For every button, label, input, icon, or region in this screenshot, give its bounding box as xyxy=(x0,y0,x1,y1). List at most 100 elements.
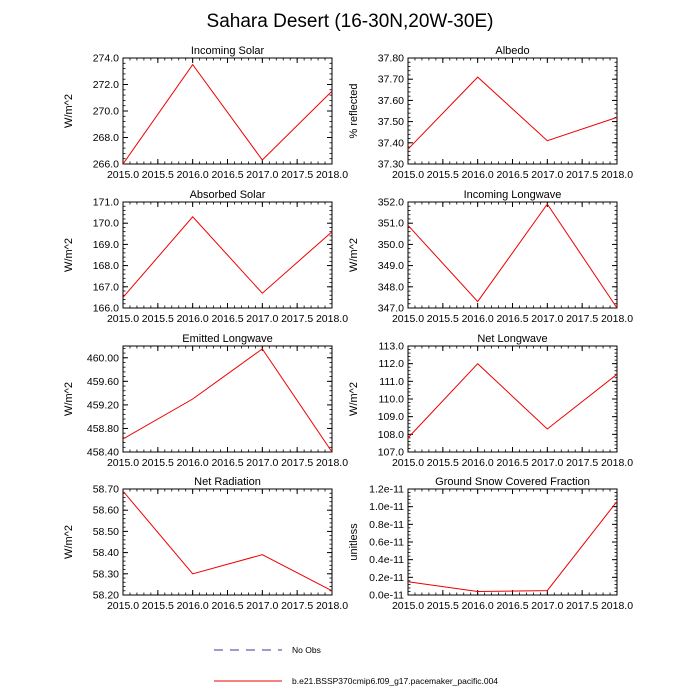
panel-net-radiation: Net Radiation W/m^2 2015.0 2015.5 2016.0 2016… xyxy=(63,476,348,612)
y-tick-label: 351.0 xyxy=(378,218,404,230)
x-tick-label: 2018.0 xyxy=(601,457,633,469)
x-tick-label: 2015.5 xyxy=(142,169,174,181)
y-tick-label: 109.0 xyxy=(378,411,404,423)
x-tick-label: 2016.0 xyxy=(177,169,209,181)
series-line xyxy=(122,63,333,165)
y-tick-label: 58.70 xyxy=(93,484,119,496)
x-tick-label: 2016.5 xyxy=(211,169,243,181)
x-tick-label: 2018.0 xyxy=(316,600,348,612)
y-axis-label: W/m^2 xyxy=(348,382,360,416)
panel-title: Ground Snow Covered Fraction xyxy=(435,476,590,488)
x-tick-label: 2016.0 xyxy=(462,457,494,469)
x-tick-label: 2017.5 xyxy=(566,457,598,469)
figure-title: Sahara Desert (16-30N,20W-30E) xyxy=(207,11,494,32)
legend: No Obs b.e21.BSSP370cmip6.f09_g17.pacema… xyxy=(214,645,498,686)
y-tick-label: 0.0e-11 xyxy=(369,590,404,602)
x-tick-label: 2016.5 xyxy=(496,457,528,469)
y-tick-label: 58.60 xyxy=(93,505,119,517)
x-tick-label: 2017.5 xyxy=(281,600,313,612)
x-tick-label: 2016.5 xyxy=(496,313,528,325)
y-tick-label: 352.0 xyxy=(378,197,404,209)
x-tick-label: 2017.5 xyxy=(281,457,313,469)
panel-ground-snow-covered-fraction: Ground Snow Covered Fraction unitless 2015… xyxy=(348,476,633,612)
series-line xyxy=(122,216,333,298)
x-tick-label: 2015.0 xyxy=(107,457,139,469)
x-tick-label: 2015.0 xyxy=(392,169,424,181)
x-tick-label: 2017.5 xyxy=(281,313,313,325)
x-tick-label: 2016.5 xyxy=(211,313,243,325)
y-tick-label: 37.60 xyxy=(378,95,404,107)
panel-title: Incoming Solar xyxy=(191,45,265,57)
y-tick-label: 274.0 xyxy=(93,53,119,65)
y-tick-label: 350.0 xyxy=(378,239,404,251)
x-tick-label: 2018.0 xyxy=(601,169,633,181)
y-tick-label: 348.0 xyxy=(378,281,404,293)
y-axis-label: W/m^2 xyxy=(63,382,75,416)
y-tick-label: 167.0 xyxy=(93,281,119,293)
x-tick-label: 2016.5 xyxy=(496,600,528,612)
y-tick-label: 0.6e-11 xyxy=(369,537,404,549)
y-tick-label: 270.0 xyxy=(93,106,119,118)
x-tick-label: 2015.5 xyxy=(427,600,459,612)
x-tick-label: 2015.5 xyxy=(427,313,459,325)
y-tick-label: 37.80 xyxy=(378,53,404,65)
y-tick-label: 0.4e-11 xyxy=(369,554,404,566)
y-tick-label: 168.0 xyxy=(93,260,119,272)
y-tick-label: 108.0 xyxy=(378,429,404,441)
y-tick-label: 166.0 xyxy=(93,303,119,315)
y-tick-label: 58.40 xyxy=(93,547,119,559)
x-tick-label: 2015.0 xyxy=(392,313,424,325)
y-tick-label: 37.50 xyxy=(378,116,404,128)
x-tick-label: 2018.0 xyxy=(601,313,633,325)
panel-title: Net Radiation xyxy=(194,476,261,488)
x-tick-label: 2016.0 xyxy=(462,313,494,325)
y-tick-label: 0.2e-11 xyxy=(369,572,404,584)
x-tick-label: 2017.5 xyxy=(566,600,598,612)
x-tick-label: 2017.0 xyxy=(246,600,278,612)
y-tick-label: 347.0 xyxy=(378,303,404,315)
x-tick-label: 2015.5 xyxy=(142,313,174,325)
x-tick-label: 2017.5 xyxy=(566,313,598,325)
y-axis-label: W/m^2 xyxy=(63,94,75,128)
x-tick-label: 2017.0 xyxy=(531,169,563,181)
y-tick-label: 272.0 xyxy=(93,79,119,91)
x-tick-label: 2015.0 xyxy=(107,600,139,612)
y-tick-label: 107.0 xyxy=(378,447,404,459)
y-tick-label: 1.0e-11 xyxy=(369,501,404,513)
y-tick-label: 460.00 xyxy=(87,352,119,364)
legend-obs-label: No Obs xyxy=(292,645,321,655)
panel-net-longwave: Net Longwave W/m^2 2015.0 2015.5 2016.0 2016.… xyxy=(348,333,633,469)
y-tick-label: 458.80 xyxy=(87,423,119,435)
y-tick-label: 171.0 xyxy=(93,197,119,209)
y-tick-label: 459.20 xyxy=(87,399,119,411)
y-tick-label: 0.8e-11 xyxy=(369,519,404,531)
x-tick-label: 2018.0 xyxy=(316,313,348,325)
x-tick-label: 2016.5 xyxy=(496,169,528,181)
x-tick-label: 2017.0 xyxy=(246,313,278,325)
x-tick-label: 2017.0 xyxy=(531,313,563,325)
panel-title: Absorbed Solar xyxy=(190,189,266,201)
panel-title: Net Longwave xyxy=(477,333,547,345)
x-tick-label: 2015.5 xyxy=(427,169,459,181)
series-line xyxy=(122,490,333,592)
x-tick-label: 2017.0 xyxy=(246,169,278,181)
series-line xyxy=(122,348,333,453)
series-line xyxy=(407,76,618,150)
panel-albedo: Albedo % reflected 2015.0 2015.5 2016.0 2016.… xyxy=(348,45,633,181)
y-tick-label: 111.0 xyxy=(379,376,404,388)
y-tick-label: 112.0 xyxy=(379,358,405,370)
x-tick-label: 2015.5 xyxy=(427,457,459,469)
panel-title: Albedo xyxy=(495,45,529,57)
x-tick-label: 2017.0 xyxy=(246,457,278,469)
y-tick-label: 169.0 xyxy=(93,239,119,251)
y-axis-label: unitless xyxy=(348,523,360,561)
plot-frame xyxy=(122,57,333,165)
legend-model-label: b.e21.BSSP370cmip6.f09_g17.pacemaker_pac… xyxy=(292,676,498,686)
series-line xyxy=(407,501,618,593)
y-tick-label: 170.0 xyxy=(93,218,119,230)
